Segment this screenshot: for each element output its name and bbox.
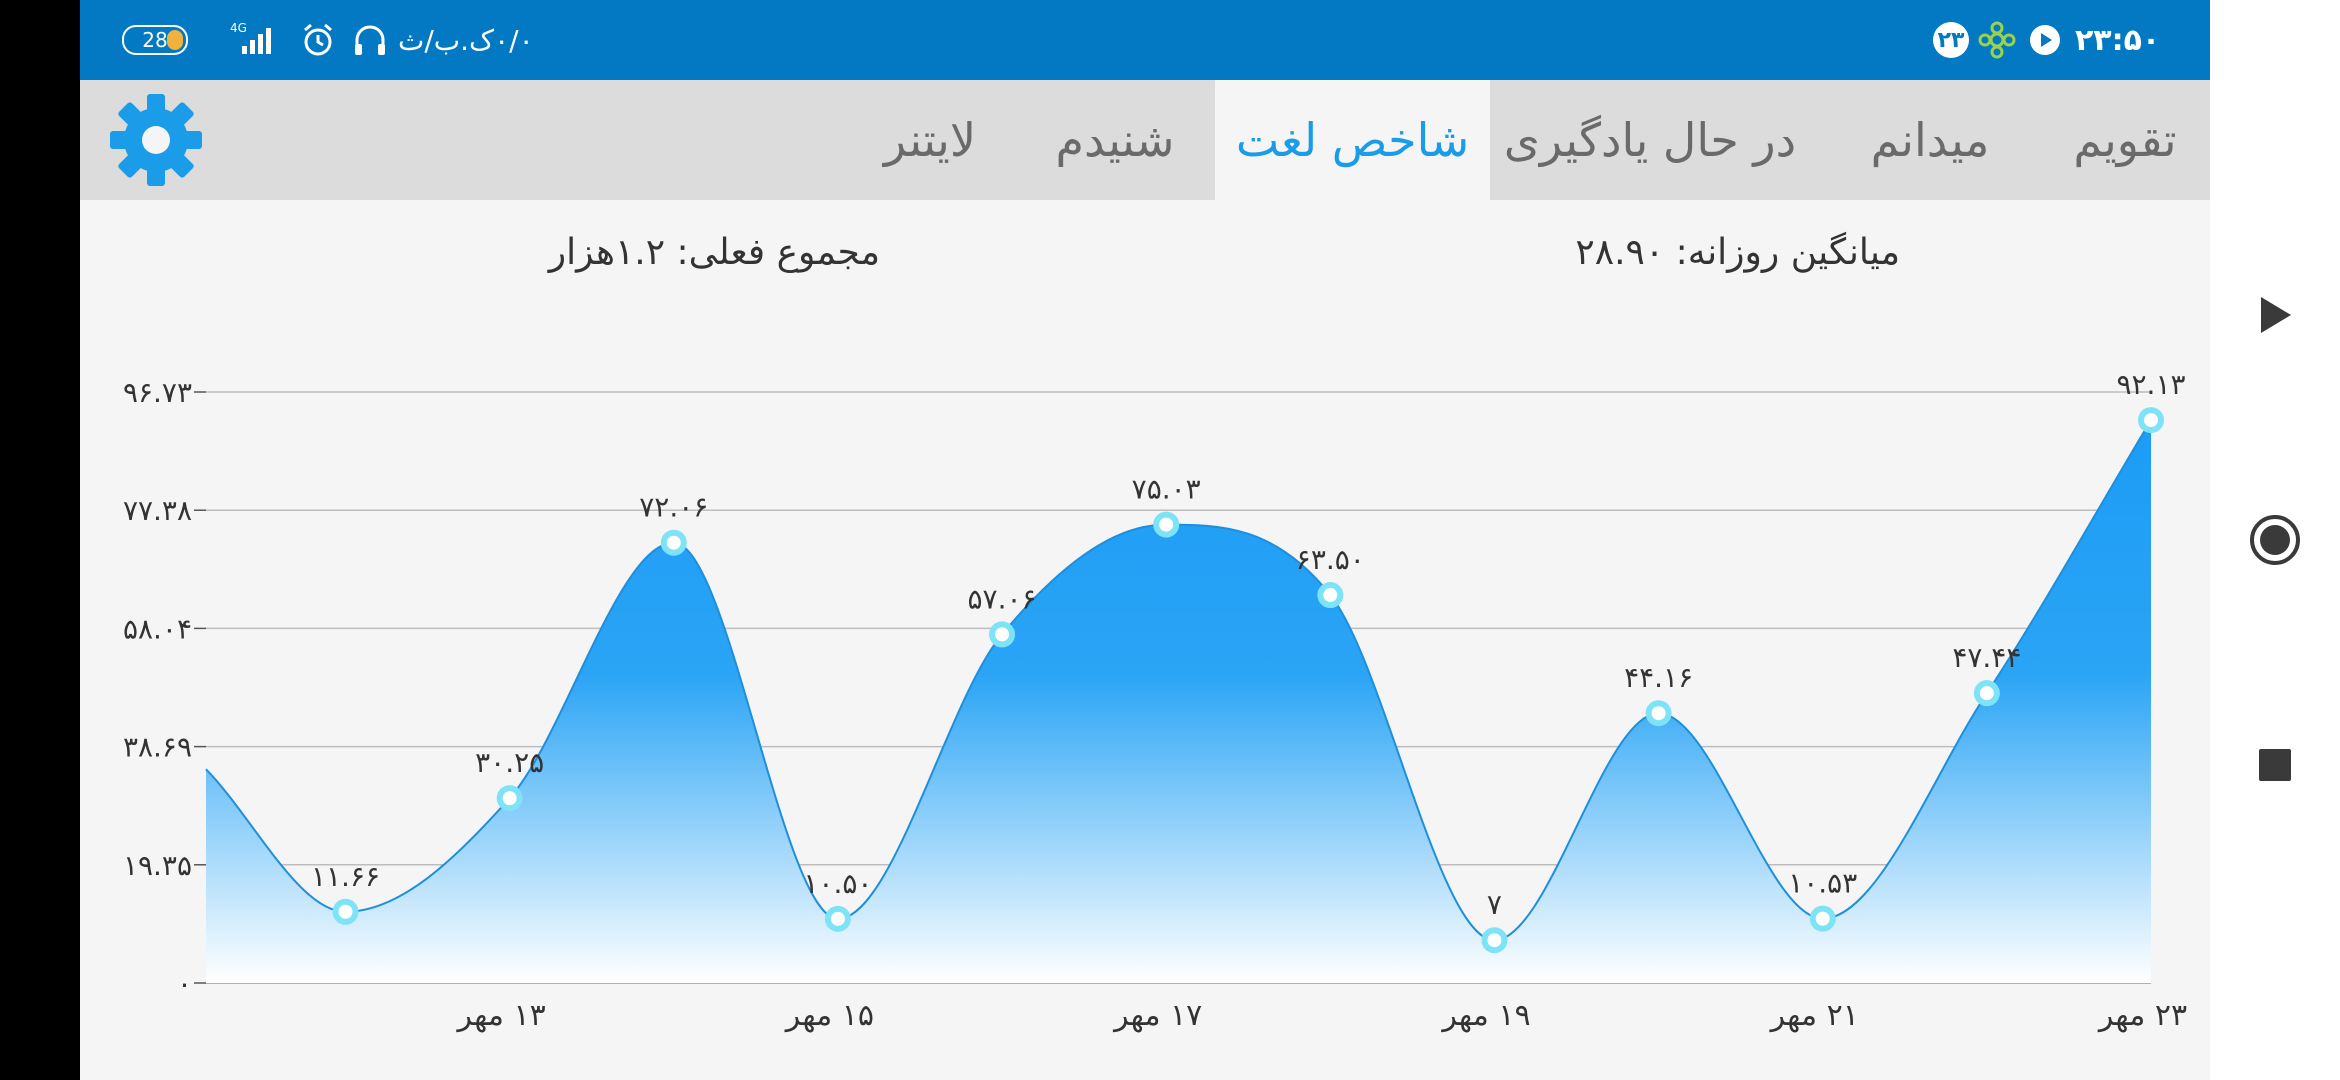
tab-bar: تقویم میدانم در حال یادگیری شاخص لغت شنی…: [80, 80, 2210, 200]
tab-word-index[interactable]: شاخص لغت: [1215, 80, 1490, 200]
data-label: ۴۷.۴۴: [1952, 641, 2021, 674]
data-label: ۱۰.۵۰: [803, 867, 872, 900]
data-point: [2138, 407, 2164, 434]
y-tick-label: ۵۸.۰۴: [123, 612, 192, 645]
settings-gear-icon[interactable]: [108, 92, 204, 188]
stop-square-icon[interactable]: [2210, 745, 2340, 785]
y-tick-label: ۹۶.۷۳: [123, 376, 192, 409]
data-point: [1481, 927, 1508, 954]
notification-badge: ۲۳: [1933, 0, 1969, 80]
y-tick-label: ۱۹.۳۵: [123, 849, 192, 882]
x-tick-label: ۱۵ مهر: [784, 998, 874, 1033]
app-flower-icon: [1978, 0, 2016, 80]
data-label: ۴۴.۱۶: [1624, 661, 1693, 694]
clock: ۲۳:۵۰: [2075, 22, 2161, 58]
data-point: [1153, 511, 1180, 538]
data-label: ۷۲.۰۶: [639, 491, 708, 524]
daily-average: میانگین روزانه: ۲۸.۹۰: [1575, 232, 1900, 273]
play-circle-icon: [2028, 0, 2062, 80]
x-tick-label: ۱۷ مهر: [1112, 998, 1202, 1033]
tab-calendar[interactable]: تقویم: [2073, 113, 2177, 167]
record-circle-icon[interactable]: [2210, 515, 2340, 565]
y-tick-label: ۰: [177, 967, 192, 1000]
x-tick-label: ۲۳ مهر: [2097, 998, 2187, 1033]
network-speed: ۰/۰ک.ب/ث: [398, 23, 534, 57]
data-label: ۱۱.۶۶: [311, 860, 380, 893]
current-total: مجموع فعلی: ۱.۲هزار: [548, 232, 880, 273]
tab-heard[interactable]: شنیدم: [1055, 113, 1175, 167]
data-label: ۶۳.۵۰: [1296, 543, 1365, 576]
signal-icon: 4G: [230, 0, 276, 80]
data-point: [824, 905, 851, 932]
data-label: ۳۰.۲۵: [475, 746, 544, 779]
data-point: [1645, 700, 1672, 727]
data-label: ۷۵.۰۳: [1132, 473, 1201, 506]
x-tick-label: ۲۱ مهر: [1769, 998, 1859, 1033]
word-index-chart: ۱۱.۶۶ ۳۰.۲۵ ۷۲.۰۶ ۱۰.۵۰ ۵۷.۰۶ ۷۵.۰۳ ۶۳.۵۰ ۷ ۴۴.۱…: [123, 368, 2187, 1033]
data-point: [660, 529, 687, 556]
data-label: ۷: [1487, 888, 1502, 921]
network-type-label: 4G: [230, 21, 247, 35]
play-triangle-icon[interactable]: [2210, 290, 2340, 340]
tab-known[interactable]: میدانم: [1870, 113, 1990, 167]
data-label: ۵۷.۰۶: [968, 582, 1037, 615]
data-point: [1809, 905, 1836, 932]
data-label: ۱۰.۵۳: [1788, 867, 1857, 900]
tab-leitner[interactable]: لایتنر: [883, 113, 977, 167]
battery-level: 28: [142, 28, 168, 52]
alarm-icon: [300, 0, 336, 80]
data-point: [1973, 680, 2000, 707]
x-tick-label: ۱۳ مهر: [456, 998, 546, 1033]
data-point: [989, 621, 1016, 648]
status-bar: 28 4G ۰/۰ک.ب/ث ۲۳ ۲۳:۵۰: [80, 0, 2210, 80]
x-tick-label: ۱۹ مهر: [1440, 998, 1530, 1033]
app-screen: 28 4G ۰/۰ک.ب/ث ۲۳ ۲۳:۵۰: [80, 0, 2210, 1080]
area-fill: [206, 420, 2151, 983]
data-point: [496, 785, 523, 812]
headphones-icon: [352, 0, 388, 80]
y-tick-label: ۳۸.۶۹: [123, 731, 192, 764]
data-point: [1317, 582, 1344, 609]
tab-learning[interactable]: در حال یادگیری: [1503, 113, 1797, 167]
data-label: ۹۲.۱۳: [2116, 368, 2185, 401]
battery-indicator: 28: [122, 0, 188, 80]
data-point: [332, 898, 359, 925]
navigation-bar: [2210, 0, 2340, 1080]
y-tick-label: ۷۷.۳۸: [123, 494, 192, 527]
